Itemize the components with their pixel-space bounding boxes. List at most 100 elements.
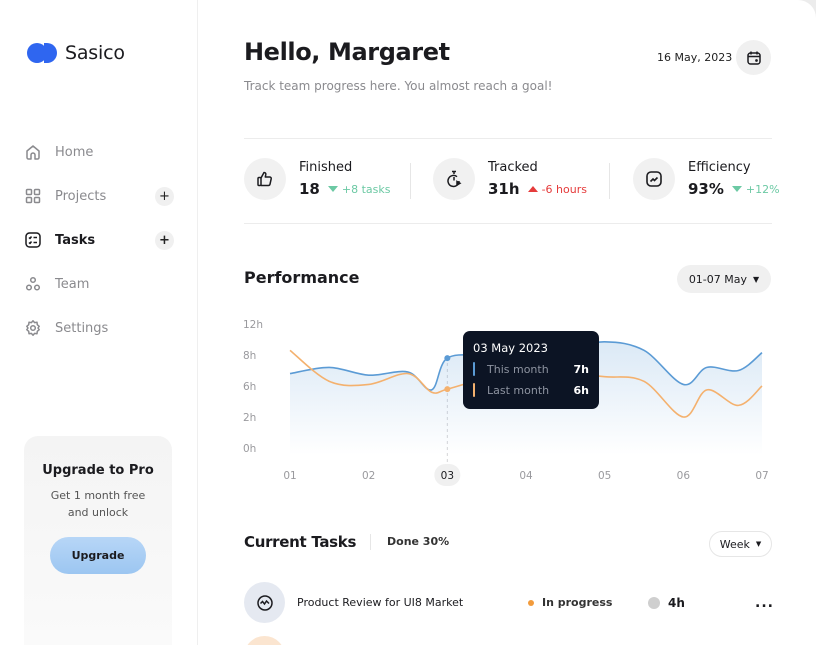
more-options-button[interactable]: ... [755, 594, 774, 611]
activity-icon [256, 594, 273, 611]
sidebar-item-label: Team [55, 276, 90, 292]
legend-swatch [473, 383, 475, 397]
stat-value: 93% [688, 180, 724, 198]
tooltip-row: Last month 6h [473, 383, 589, 397]
sidebar: Sasico Home Projects + Tasks + Team Settings U… [0, 0, 198, 645]
week-filter-label: Week [719, 537, 750, 551]
x-tick-label[interactable]: 05 [598, 470, 611, 482]
data-point-marker[interactable] [444, 386, 451, 393]
upgrade-title: Upgrade to Pro [42, 463, 154, 478]
date-range-dropdown[interactable]: 01-07 May ▼ [677, 265, 771, 293]
main-content: Hello, Margaret Track team progress here… [198, 0, 816, 645]
x-tick-label[interactable]: 04 [519, 470, 533, 482]
stat-label: Efficiency [688, 160, 751, 175]
thumbs-up-icon [257, 171, 272, 187]
x-tick-label[interactable]: 02 [362, 470, 375, 482]
calendar-icon [746, 51, 761, 65]
divider [609, 163, 610, 199]
task-status: In progress [528, 596, 648, 609]
stat-value: 31h [488, 180, 520, 198]
x-tick-label[interactable]: 01 [283, 470, 296, 482]
performance-title: Performance [244, 268, 360, 287]
data-point-marker[interactable] [444, 355, 451, 362]
logo[interactable]: Sasico [27, 42, 125, 64]
stat-label: Finished [299, 160, 353, 175]
sidebar-item-team[interactable]: Team [24, 262, 174, 306]
upgrade-card: Upgrade to Pro Get 1 month free and unloc… [24, 436, 172, 645]
task-name: Product Review for UI8 Market [297, 596, 464, 609]
task-hours-text: 4h [668, 595, 685, 610]
sidebar-item-label: Tasks [55, 232, 96, 248]
date-range-label: 01-07 May [688, 272, 748, 286]
upgrade-text-line: and unlock [67, 506, 129, 519]
upgrade-button[interactable]: Upgrade [50, 537, 146, 574]
tooltip-series-name: Last month [487, 383, 550, 397]
sidebar-item-label: Projects [55, 188, 107, 204]
sidebar-item-projects[interactable]: Projects + [24, 174, 174, 218]
stat-delta-text: +12% [745, 182, 780, 196]
selected-x-highlight [434, 464, 461, 486]
team-icon [25, 276, 41, 291]
home-icon [26, 145, 40, 160]
triangle-down-icon [731, 186, 742, 192]
status-dot-icon [528, 599, 534, 606]
stat-delta-text: +8 tasks [341, 182, 391, 196]
page-title: Hello, Margaret [244, 38, 450, 66]
stat-delta: +12% [731, 182, 780, 196]
legend-swatch [473, 362, 475, 376]
divider [410, 163, 411, 199]
task-status-text: In progress [542, 596, 613, 609]
chart-tooltip: 03 May 2023 This month 7h Last month 6h [463, 331, 599, 409]
trend-chart-icon [646, 171, 662, 187]
brand-name: Sasico [65, 42, 125, 64]
upgrade-text-line: Get 1 month free [50, 489, 146, 502]
tooltip-title: 03 May 2023 [473, 341, 548, 355]
triangle-up-icon [527, 186, 538, 192]
sidebar-nav: Home Projects + Tasks + Team Settings [24, 130, 174, 350]
chevron-down-icon: ▼ [753, 274, 760, 284]
current-date: 16 May, 2023 [657, 51, 733, 64]
stat-delta-text: -6 hours [541, 182, 587, 196]
add-tasks-button[interactable]: + [155, 230, 174, 250]
y-tick-label: 12h [243, 319, 263, 331]
stat-efficiency: Efficiency 93% +12% [633, 158, 780, 200]
tooltip-series-value: 6h [573, 383, 590, 397]
gear-icon [26, 320, 40, 336]
clock-icon [648, 596, 660, 609]
task-hours: 4h [648, 596, 685, 610]
triangle-down-icon [327, 186, 338, 192]
stat-finished: Finished 18 +8 tasks [244, 158, 390, 200]
add-projects-button[interactable]: + [155, 186, 174, 206]
calendar-button[interactable] [736, 40, 771, 75]
chevron-down-icon: ▼ [755, 540, 762, 548]
tooltip-series-name: This month [487, 362, 549, 376]
divider [244, 138, 772, 139]
tooltip-series-value: 7h [573, 362, 590, 376]
stat-tracked: Tracked 31h -6 hours [433, 158, 587, 200]
stat-delta: -6 hours [527, 182, 587, 196]
stopwatch-icon [447, 170, 462, 188]
divider [244, 223, 772, 224]
tasks-icon [25, 232, 41, 248]
sidebar-item-home[interactable]: Home [24, 130, 174, 174]
y-tick-label: 2h [243, 412, 256, 424]
stat-delta: +8 tasks [327, 182, 391, 196]
y-tick-label: 8h [243, 350, 256, 362]
x-tick-label[interactable]: 07 [755, 470, 768, 482]
x-tick-label[interactable]: 03 [441, 470, 454, 482]
week-filter-dropdown[interactable]: Week ▼ [709, 531, 772, 557]
x-tick-label[interactable]: 06 [677, 470, 691, 482]
task-row[interactable]: Product Review for UI8 Market In progres… [244, 582, 774, 623]
upgrade-text: Get 1 month free and unlock [24, 487, 172, 521]
stat-value: 18 [299, 180, 320, 198]
tooltip-row: This month 7h [473, 362, 589, 376]
sidebar-item-settings[interactable]: Settings [24, 306, 174, 350]
y-tick-label: 6h [243, 381, 256, 393]
sidebar-item-tasks[interactable]: Tasks + [24, 218, 174, 262]
logo-mark-icon [27, 42, 57, 64]
page-subtitle: Track team progress here. You almost rea… [244, 79, 553, 93]
sidebar-item-label: Home [55, 144, 94, 160]
stat-label: Tracked [488, 160, 538, 175]
